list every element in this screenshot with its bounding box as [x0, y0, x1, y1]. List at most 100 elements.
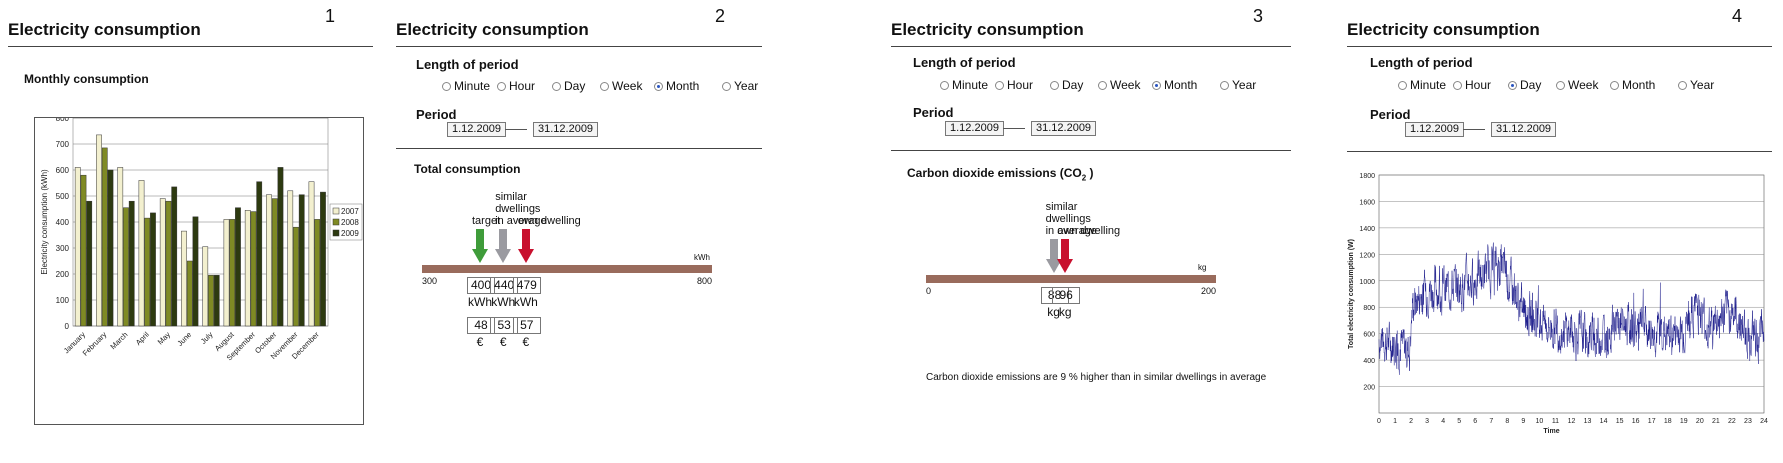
- radio-week[interactable]: Week: [1098, 78, 1140, 92]
- panel-number: 4: [1732, 6, 1743, 26]
- period-label: Period: [416, 107, 457, 122]
- bar: [320, 191, 326, 327]
- radio-year[interactable]: Year: [1678, 78, 1714, 92]
- radio-button[interactable]: [600, 81, 609, 91]
- period-start-field[interactable]: 1.12.2009: [1405, 122, 1464, 137]
- bar: [244, 210, 251, 327]
- bar: [229, 219, 236, 327]
- radio-year[interactable]: Year: [1220, 78, 1256, 92]
- x-tick-label: 0: [1377, 418, 1381, 425]
- section-title: Total consumption: [414, 162, 521, 176]
- radio-day[interactable]: Day: [552, 79, 585, 93]
- x-tick-label: 3: [1425, 418, 1429, 425]
- radio-button[interactable]: [995, 80, 1004, 90]
- marker-value: 96: [1052, 287, 1081, 304]
- radio-button[interactable]: [442, 81, 451, 91]
- bar: [293, 226, 299, 327]
- panel-number: 2: [715, 6, 726, 26]
- bar: [271, 198, 278, 327]
- bar: [181, 230, 187, 327]
- y-axis-title: Electricity consumption (kWh): [40, 169, 49, 275]
- y-tick-label: 200: [1363, 385, 1375, 392]
- radio-label: Week: [612, 79, 643, 93]
- radio-minute[interactable]: Minute: [442, 79, 490, 93]
- radio-minute[interactable]: Minute: [940, 78, 988, 92]
- radio-label: Minute: [1410, 78, 1447, 92]
- radio-day[interactable]: Day: [1050, 78, 1083, 92]
- x-tick-label: 6: [1473, 418, 1477, 425]
- bar: [107, 169, 114, 327]
- radio-button[interactable]: [1556, 80, 1565, 90]
- x-tick-label: 14: [1600, 418, 1608, 425]
- bar: [165, 200, 172, 327]
- radio-button[interactable]: [1098, 80, 1107, 90]
- x-tick-label: 9: [1521, 418, 1525, 425]
- period-end-field[interactable]: 31.12.2009: [1491, 122, 1557, 137]
- bar: [74, 167, 81, 327]
- radio-button[interactable]: [552, 81, 561, 91]
- radio-label: Minute: [454, 79, 491, 93]
- radio-button[interactable]: [1453, 80, 1462, 90]
- bar: [159, 198, 166, 327]
- radio-button[interactable]: [1398, 80, 1407, 90]
- radio-month[interactable]: Month: [1152, 78, 1197, 92]
- y-tick-label: 600: [56, 166, 70, 175]
- radio-button[interactable]: [1050, 80, 1059, 90]
- radio-year[interactable]: Year: [722, 79, 758, 93]
- radio-month[interactable]: Month: [1610, 78, 1655, 92]
- radio-hour[interactable]: Hour: [497, 79, 535, 93]
- radio-button[interactable]: [722, 81, 731, 91]
- bar: [208, 275, 214, 327]
- comparison-scale: 300 800 kWh target 400 kWh 48 € similar dwelling…: [422, 191, 752, 405]
- x-tick-label: March: [108, 330, 129, 351]
- radio-week[interactable]: Week: [600, 79, 642, 93]
- x-tick-label: 7: [1489, 418, 1493, 425]
- scale-unit-label: kWh: [694, 253, 710, 262]
- panel-number: 3: [1253, 6, 1264, 26]
- radio-label: Minute: [952, 78, 989, 92]
- y-tick-label: 500: [56, 192, 70, 201]
- bar: [138, 180, 145, 327]
- marker-arrow-icon: [517, 229, 534, 263]
- radio-hour[interactable]: Hour: [1453, 78, 1491, 92]
- marker-unit: kWh: [491, 295, 516, 309]
- radio-minute[interactable]: Minute: [1398, 78, 1446, 92]
- scale-bar: [422, 265, 712, 273]
- radio-week[interactable]: Week: [1556, 78, 1598, 92]
- legend-label: 2008: [341, 218, 359, 227]
- radio-button[interactable]: [1220, 80, 1229, 90]
- period-start-field[interactable]: 1.12.2009: [447, 122, 506, 137]
- radio-month[interactable]: Month: [654, 79, 699, 93]
- radio-day[interactable]: Day: [1508, 78, 1541, 92]
- radio-label: Week: [1110, 78, 1141, 92]
- radio-hour[interactable]: Hour: [995, 78, 1033, 92]
- x-tick-label: June: [175, 330, 193, 348]
- bar: [287, 190, 294, 327]
- x-tick-label: 19: [1680, 418, 1688, 425]
- radio-button[interactable]: [1152, 80, 1161, 90]
- radio-button[interactable]: [654, 81, 663, 91]
- bar: [256, 181, 263, 327]
- x-tick-label: 10: [1536, 418, 1544, 425]
- marker-arrow-icon: [495, 229, 512, 263]
- x-tick-label: May: [156, 330, 173, 347]
- radio-button[interactable]: [1508, 80, 1517, 90]
- radio-button[interactable]: [497, 81, 506, 91]
- x-tick-label: 13: [1584, 418, 1592, 425]
- x-tick-label: 5: [1457, 418, 1461, 425]
- legend-swatch: [332, 218, 340, 226]
- marker-currency: €: [476, 335, 484, 349]
- period-end-field[interactable]: 31.12.2009: [1031, 121, 1097, 136]
- radio-button[interactable]: [940, 80, 949, 90]
- x-tick-label: 11: [1552, 418, 1559, 425]
- radio-button[interactable]: [1678, 80, 1687, 90]
- divider: [396, 148, 762, 149]
- period-start-field[interactable]: 1.12.2009: [945, 121, 1004, 136]
- period-separator: [1463, 129, 1485, 130]
- marker-unit: kWh: [513, 295, 538, 309]
- y-tick-label: 300: [56, 244, 70, 253]
- panel-title: Electricity consumption: [1347, 20, 1540, 39]
- radio-button[interactable]: [1610, 80, 1619, 90]
- marker-label: target: [472, 215, 501, 227]
- period-end-field[interactable]: 31.12.2009: [533, 122, 599, 137]
